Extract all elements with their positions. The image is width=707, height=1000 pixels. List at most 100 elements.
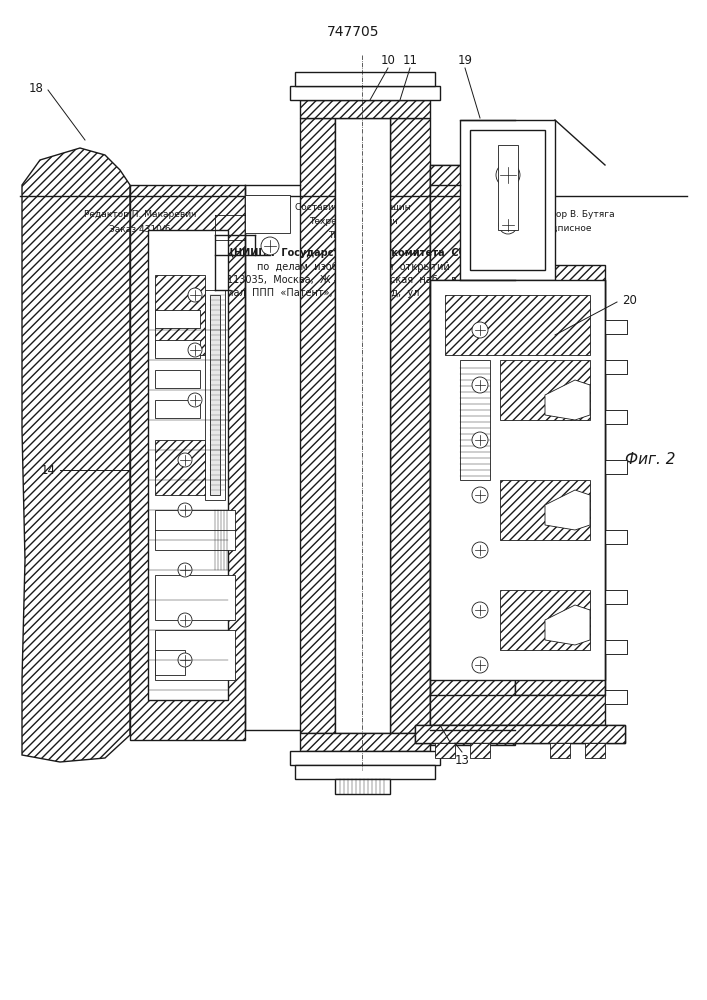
Bar [605, 590, 627, 604]
Polygon shape [545, 380, 590, 420]
Text: Филиал  ППП  «Патент»,  г.  Ужгород,  ул.  Проектная,  4: Филиал ППП «Патент», г. Ужгород, ул. Про… [206, 288, 500, 298]
Polygon shape [22, 148, 130, 762]
Bar [430, 280, 605, 680]
Bar [550, 743, 570, 758]
Bar [445, 295, 590, 355]
Bar [155, 440, 205, 495]
Text: 13: 13 [455, 754, 469, 766]
Bar [155, 650, 185, 675]
Text: 11: 11 [402, 53, 418, 66]
Bar [300, 100, 430, 118]
Text: 113035,  Москва,  Ж – 35,  Раушская  наб.,  д. 4/5: 113035, Москва, Ж – 35, Раушская наб., д… [227, 275, 479, 285]
Circle shape [178, 503, 192, 517]
Circle shape [188, 343, 202, 357]
Bar [155, 400, 200, 418]
Text: 12: 12 [443, 744, 457, 756]
Bar [210, 295, 220, 495]
Bar [605, 530, 627, 544]
Text: 14: 14 [40, 464, 56, 477]
Text: ЦНИИПИ  Государственного  комитета  СССР: ЦНИИПИ Государственного комитета СССР [226, 248, 481, 258]
Bar [430, 165, 515, 745]
Circle shape [472, 487, 488, 503]
Bar [430, 165, 515, 280]
Bar [605, 360, 627, 374]
Circle shape [178, 453, 192, 467]
Circle shape [472, 432, 488, 448]
Bar [415, 725, 625, 743]
Bar [605, 410, 627, 424]
Bar [155, 575, 235, 620]
Text: по  делам  изобретений  и  открытий: по делам изобретений и открытий [257, 262, 450, 272]
Polygon shape [545, 605, 590, 645]
Bar [605, 690, 627, 704]
Bar [605, 640, 627, 654]
Text: 18: 18 [28, 82, 43, 95]
Bar [415, 725, 625, 743]
Circle shape [188, 393, 202, 407]
Bar [498, 145, 518, 230]
Bar [605, 590, 627, 604]
Bar [605, 320, 627, 334]
Circle shape [178, 563, 192, 577]
Bar [500, 590, 590, 650]
Circle shape [472, 542, 488, 558]
Bar [500, 360, 590, 420]
Bar [295, 72, 435, 86]
Bar [155, 310, 200, 328]
Bar [605, 410, 627, 424]
Circle shape [472, 377, 488, 393]
Bar [155, 630, 235, 680]
Bar [500, 480, 590, 540]
Text: 19: 19 [457, 53, 472, 66]
Text: Тираж 943: Тираж 943 [327, 231, 378, 240]
Polygon shape [545, 490, 590, 530]
Bar [605, 690, 627, 704]
Bar [390, 118, 430, 733]
Text: Техред К. Шуфрич: Техред К. Шуфрич [309, 217, 397, 226]
Bar [300, 733, 430, 751]
Bar [335, 118, 390, 733]
Circle shape [496, 163, 520, 187]
Circle shape [472, 657, 488, 673]
Bar [460, 120, 555, 280]
Bar [155, 275, 205, 355]
Bar [245, 195, 290, 233]
Bar [130, 185, 245, 740]
Bar [155, 340, 200, 358]
Bar [605, 460, 627, 474]
Circle shape [188, 288, 202, 302]
Circle shape [178, 653, 192, 667]
Text: Составитель А. Клюшин: Составитель А. Клюшин [296, 203, 411, 212]
Text: Заказ 4310/6: Заказ 4310/6 [109, 224, 171, 233]
Bar [605, 640, 627, 654]
Bar [205, 290, 225, 500]
Bar [585, 743, 605, 758]
Bar [460, 360, 490, 480]
Bar [155, 510, 235, 550]
Bar [430, 695, 605, 725]
Text: Фиг. 2: Фиг. 2 [625, 452, 675, 468]
Circle shape [472, 602, 488, 618]
Bar [300, 118, 335, 733]
Bar [605, 360, 627, 374]
Bar [605, 460, 627, 474]
Bar [515, 265, 605, 695]
Text: Корректор В. Бутяга: Корректор В. Бутяга [515, 210, 614, 219]
Bar [155, 370, 200, 388]
Text: Подписное: Подписное [539, 224, 591, 233]
Bar [605, 530, 627, 544]
Text: 10: 10 [380, 53, 395, 66]
Circle shape [472, 322, 488, 338]
Circle shape [499, 216, 517, 234]
Text: 747705: 747705 [327, 25, 379, 39]
Bar [605, 320, 627, 334]
Circle shape [178, 613, 192, 627]
Bar [290, 751, 440, 765]
Bar [470, 130, 545, 270]
Bar [290, 86, 440, 100]
Text: 20: 20 [623, 294, 638, 306]
Bar [295, 765, 435, 779]
Bar [470, 743, 490, 758]
Bar [148, 230, 228, 700]
Text: Редактор П. Макаревич: Редактор П. Макаревич [84, 210, 196, 219]
